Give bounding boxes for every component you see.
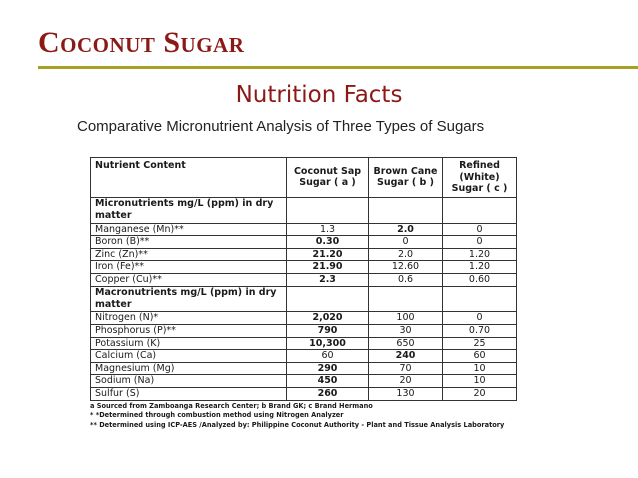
refined-sugar-value: 0.70 [442, 323, 517, 338]
table-row: Copper (Cu)** 2.3 0.6 0.60 [90, 272, 517, 287]
slide-subtitle: Nutrition Facts [235, 82, 403, 108]
nutrient-name: Sulfur (S) [90, 386, 287, 401]
nutrient-name: Iron (Fe)** [90, 260, 287, 274]
nutrient-name: Phosphorus (P)** [90, 323, 287, 338]
table-row: Manganese (Mn)** 1.3 2.0 0 [90, 222, 517, 237]
coconut-sap-value: 2,020 [286, 311, 369, 325]
coconut-sap-value: 260 [286, 386, 369, 401]
coconut-sap-value: 60 [286, 349, 369, 363]
table-row: Phosphorus (P)** 790 30 0.70 [90, 323, 517, 338]
table-row: Sodium (Na) 450 20 10 [90, 374, 517, 388]
footnote-nitrogen-method: * *Determined through combustion method … [90, 411, 344, 420]
table-row: Boron (B)** 0.30 0 0 [90, 235, 517, 249]
nutrient-name: Boron (B)** [90, 235, 287, 249]
brown-cane-value: 70 [368, 361, 443, 376]
section-empty-cell [368, 196, 443, 224]
table-row: Potassium (K) 10,300 650 25 [90, 336, 517, 351]
table-row: Zinc (Zn)** 21.20 2.0 1.20 [90, 247, 517, 262]
nutrient-name: Copper (Cu)** [90, 272, 287, 287]
section-empty-cell [286, 196, 369, 224]
coconut-sap-value: 21.20 [286, 247, 369, 262]
footnote-sources: a Sourced from Zamboanga Research Center… [90, 401, 373, 410]
nutrient-name: Manganese (Mn)** [90, 222, 287, 237]
nutrient-name: Magnesium (Mg) [90, 361, 287, 376]
brown-cane-value: 0 [368, 235, 443, 249]
nutrient-name: Zinc (Zn)** [90, 247, 287, 262]
section-empty-cell [442, 285, 517, 313]
section-label: Macronutrients mg/L (ppm) in dry matter [90, 285, 287, 313]
refined-sugar-value: 10 [442, 361, 517, 376]
brown-cane-value: 240 [368, 349, 443, 363]
header-coconut-sap-sugar: Coconut Sap Sugar ( a ) [286, 157, 369, 198]
coconut-sap-value: 2.3 [286, 272, 369, 287]
coconut-sap-value: 450 [286, 374, 369, 388]
refined-sugar-value: 0.60 [442, 272, 517, 287]
header-nutrient-content: Nutrient Content [90, 157, 287, 198]
table-row: Nitrogen (N)* 2,020 100 0 [90, 311, 517, 325]
brown-cane-value: 650 [368, 336, 443, 351]
section-empty-cell [368, 285, 443, 313]
slide-title: Coconut Sugar [38, 26, 245, 59]
header-brown-cane-sugar: Brown Cane Sugar ( b ) [368, 157, 443, 198]
table-footnotes: a Sourced from Zamboanga Research Center… [90, 402, 516, 431]
table-row: Magnesium (Mg) 290 70 10 [90, 361, 517, 376]
table-section-row: Micronutrients mg/L (ppm) in dry matter [90, 196, 517, 224]
brown-cane-value: 20 [368, 374, 443, 388]
section-empty-cell [442, 196, 517, 224]
brown-cane-value: 2.0 [368, 222, 443, 237]
table-section-row: Macronutrients mg/L (ppm) in dry matter [90, 285, 517, 313]
title-underline [38, 66, 638, 69]
coconut-sap-value: 0.30 [286, 235, 369, 249]
brown-cane-value: 130 [368, 386, 443, 401]
refined-sugar-value: 1.20 [442, 247, 517, 262]
refined-sugar-value: 0 [442, 222, 517, 237]
coconut-sap-value: 790 [286, 323, 369, 338]
brown-cane-value: 0.6 [368, 272, 443, 287]
section-empty-cell [286, 285, 369, 313]
coconut-sap-value: 21.90 [286, 260, 369, 274]
section-label: Micronutrients mg/L (ppm) in dry matter [90, 196, 287, 224]
refined-sugar-value: 20 [442, 386, 517, 401]
brown-cane-value: 2.0 [368, 247, 443, 262]
brown-cane-value: 12.60 [368, 260, 443, 274]
refined-sugar-value: 0 [442, 311, 517, 325]
refined-sugar-value: 1.20 [442, 260, 517, 274]
refined-sugar-value: 60 [442, 349, 517, 363]
nutrient-name: Sodium (Na) [90, 374, 287, 388]
brown-cane-value: 30 [368, 323, 443, 338]
coconut-sap-value: 290 [286, 361, 369, 376]
refined-sugar-value: 10 [442, 374, 517, 388]
refined-sugar-value: 0 [442, 235, 517, 249]
nutrient-name: Calcium (Ca) [90, 349, 287, 363]
brown-cane-value: 100 [368, 311, 443, 325]
nutrient-name: Potassium (K) [90, 336, 287, 351]
coconut-sap-value: 10,300 [286, 336, 369, 351]
nutrition-table: Nutrient Content Coconut Sap Sugar ( a )… [90, 157, 517, 401]
nutrient-name: Nitrogen (N)* [90, 311, 287, 325]
footnote-icp-method: ** Determined using ICP-AES /Analyzed by… [90, 420, 505, 429]
table-caption: Comparative Micronutrient Analysis of Th… [77, 118, 485, 135]
table-header-row: Nutrient Content Coconut Sap Sugar ( a )… [90, 157, 517, 198]
nutrition-table-container: Nutrient Content Coconut Sap Sugar ( a )… [90, 157, 517, 431]
table-body: Micronutrients mg/L (ppm) in dry matter M… [90, 196, 517, 401]
table-row: Sulfur (S) 260 130 20 [90, 386, 517, 401]
header-refined-white-sugar: Refined (White) Sugar ( c ) [442, 157, 517, 198]
refined-sugar-value: 25 [442, 336, 517, 351]
table-row: Calcium (Ca) 60 240 60 [90, 349, 517, 363]
coconut-sap-value: 1.3 [286, 222, 369, 237]
table-row: Iron (Fe)** 21.90 12.60 1.20 [90, 260, 517, 274]
